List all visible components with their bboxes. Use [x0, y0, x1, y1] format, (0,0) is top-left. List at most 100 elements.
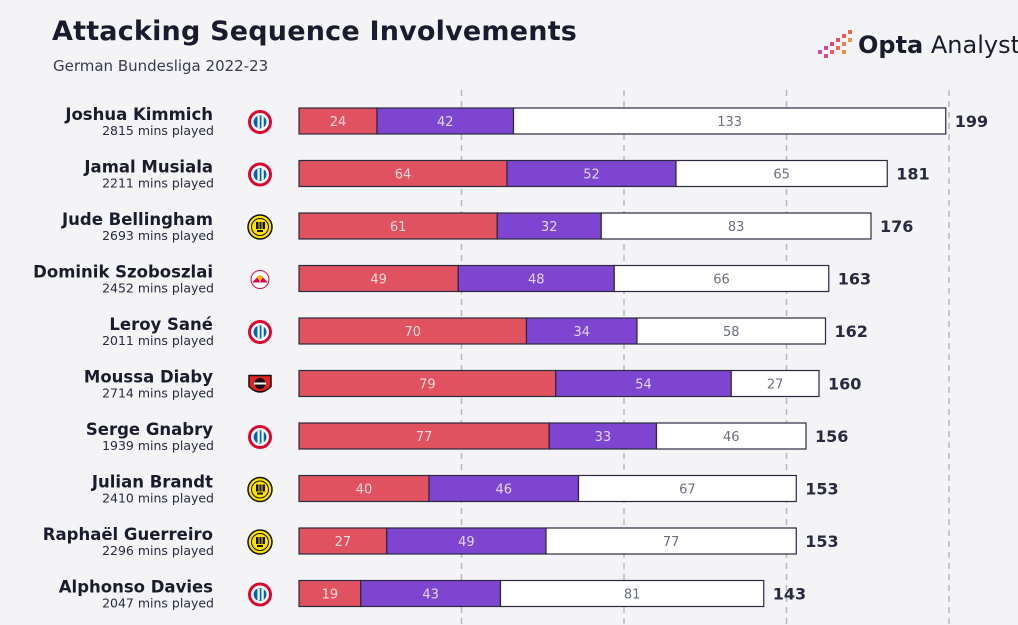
bar-segment-2: [376, 107, 515, 135]
segment-value-label: 27: [335, 535, 352, 550]
bar-segment-2: [555, 369, 732, 398]
bar-segment-1: [298, 317, 528, 345]
bayern-munich-icon: [248, 320, 272, 344]
bar-segment-3: [655, 422, 807, 450]
bar-total-label: 153: [805, 532, 838, 551]
bar-segment-3: [636, 317, 827, 345]
leverkusen-icon: [248, 374, 272, 393]
segment-value-label: 52: [583, 168, 600, 183]
segment-value-label: 54: [635, 378, 652, 393]
bar-segment-2: [457, 264, 615, 293]
minutes-played: 2815 mins played: [102, 123, 214, 138]
bar-segment-2: [525, 317, 638, 345]
player-name: Alphonso Davies: [59, 578, 213, 597]
leipzig-icon: [250, 270, 270, 289]
brand-bold: Opta: [858, 31, 924, 59]
segment-value-label: 65: [773, 168, 790, 183]
bar-segment-3: [545, 527, 797, 555]
bayern-munich-icon: [248, 582, 272, 607]
bar-segment-3: [675, 159, 888, 188]
bar-total-label: 160: [828, 375, 861, 394]
segment-value-label: 46: [723, 430, 740, 445]
minutes-played: 2296 mins played: [102, 543, 214, 558]
bar-total-label: 162: [835, 322, 868, 341]
player-name: Jude Bellingham: [61, 210, 213, 229]
minutes-played: 2410 mins played: [102, 491, 214, 506]
bar-segment-1: [298, 212, 498, 240]
chart-subtitle: German Bundesliga 2022-23: [53, 57, 269, 75]
bar-segment-2: [428, 474, 580, 503]
bar-total-label: 176: [880, 217, 913, 236]
segment-value-label: 77: [663, 535, 680, 550]
bar-segment-1: [298, 474, 430, 503]
bar-total-label: 199: [955, 112, 988, 131]
segment-value-label: 49: [458, 535, 475, 550]
opta-logo-icon: [818, 30, 852, 58]
bar-segment-1: [298, 527, 388, 555]
segment-value-label: 40: [356, 483, 373, 498]
player-name: Jamal Musiala: [83, 158, 213, 177]
chart-title: Attacking Sequence Involvements: [52, 16, 578, 47]
minutes-played: 2714 mins played: [102, 386, 214, 401]
segment-value-label: 66: [713, 273, 730, 288]
bar-total-label: 156: [815, 427, 848, 446]
bar-segment-3: [730, 369, 820, 398]
dortmund-icon: [247, 214, 273, 240]
segment-value-label: 32: [541, 220, 558, 235]
segment-value-label: 46: [495, 483, 512, 498]
segment-value-label: 33: [595, 430, 612, 445]
player-name: Moussa Diaby: [84, 368, 213, 387]
bar-segment-3: [512, 107, 947, 135]
bar-segment-1: [298, 579, 362, 608]
segment-value-label: 19: [322, 588, 339, 603]
segment-value-label: 24: [330, 115, 347, 130]
bar-segment-1: [298, 264, 459, 293]
bar-segment-2: [506, 159, 677, 188]
player-name: Julian Brandt: [91, 473, 213, 492]
player-name: Serge Gnabry: [86, 420, 213, 439]
segment-value-label: 48: [528, 273, 545, 288]
player-name: Leroy Sané: [109, 315, 213, 334]
segment-value-label: 34: [573, 325, 590, 340]
player-name: Joshua Kimmich: [64, 105, 213, 124]
minutes-played: 2693 mins played: [102, 228, 214, 243]
segment-value-label: 27: [767, 378, 784, 393]
bar-total-label: 153: [805, 480, 838, 499]
segment-value-label: 133: [717, 115, 742, 130]
bar-segment-3: [613, 264, 830, 293]
minutes-played: 2211 mins played: [102, 176, 214, 191]
segment-value-label: 81: [624, 588, 641, 603]
bar-segment-1: [298, 107, 378, 135]
segment-value-label: 77: [416, 430, 433, 445]
minutes-played: 2011 mins played: [102, 333, 214, 348]
segment-value-label: 67: [679, 483, 696, 498]
brand-light: Analyst: [923, 31, 1018, 59]
segment-value-label: 83: [728, 220, 745, 235]
segment-value-label: 49: [370, 273, 387, 288]
segment-value-label: 61: [390, 220, 407, 235]
segment-value-label: 42: [437, 115, 454, 130]
minutes-played: 2047 mins played: [102, 596, 214, 611]
bar-segment-3: [600, 212, 872, 240]
bar-segment-3: [577, 474, 797, 503]
bar-segment-1: [298, 369, 557, 398]
bayern-munich-icon: [248, 162, 272, 187]
bayern-munich-icon: [248, 425, 272, 449]
dortmund-icon: [247, 529, 273, 555]
opta-analyst-logo: Opta Analyst: [818, 28, 1018, 62]
bar-total-label: 181: [896, 165, 929, 184]
segment-value-label: 79: [419, 378, 436, 393]
player-name: Raphaël Guerreiro: [43, 525, 213, 544]
minutes-played: 1939 mins played: [102, 438, 214, 453]
bar-segment-2: [496, 212, 602, 240]
player-name: Dominik Szoboszlai: [33, 263, 213, 282]
minutes-played: 2452 mins played: [102, 281, 214, 296]
dortmund-icon: [247, 476, 273, 503]
segment-value-label: 58: [723, 325, 740, 340]
segment-value-label: 70: [404, 325, 421, 340]
bar-total-label: 163: [838, 270, 871, 289]
bar-segment-3: [499, 579, 765, 608]
segment-value-label: 64: [395, 168, 412, 183]
segment-value-label: 43: [422, 588, 439, 603]
